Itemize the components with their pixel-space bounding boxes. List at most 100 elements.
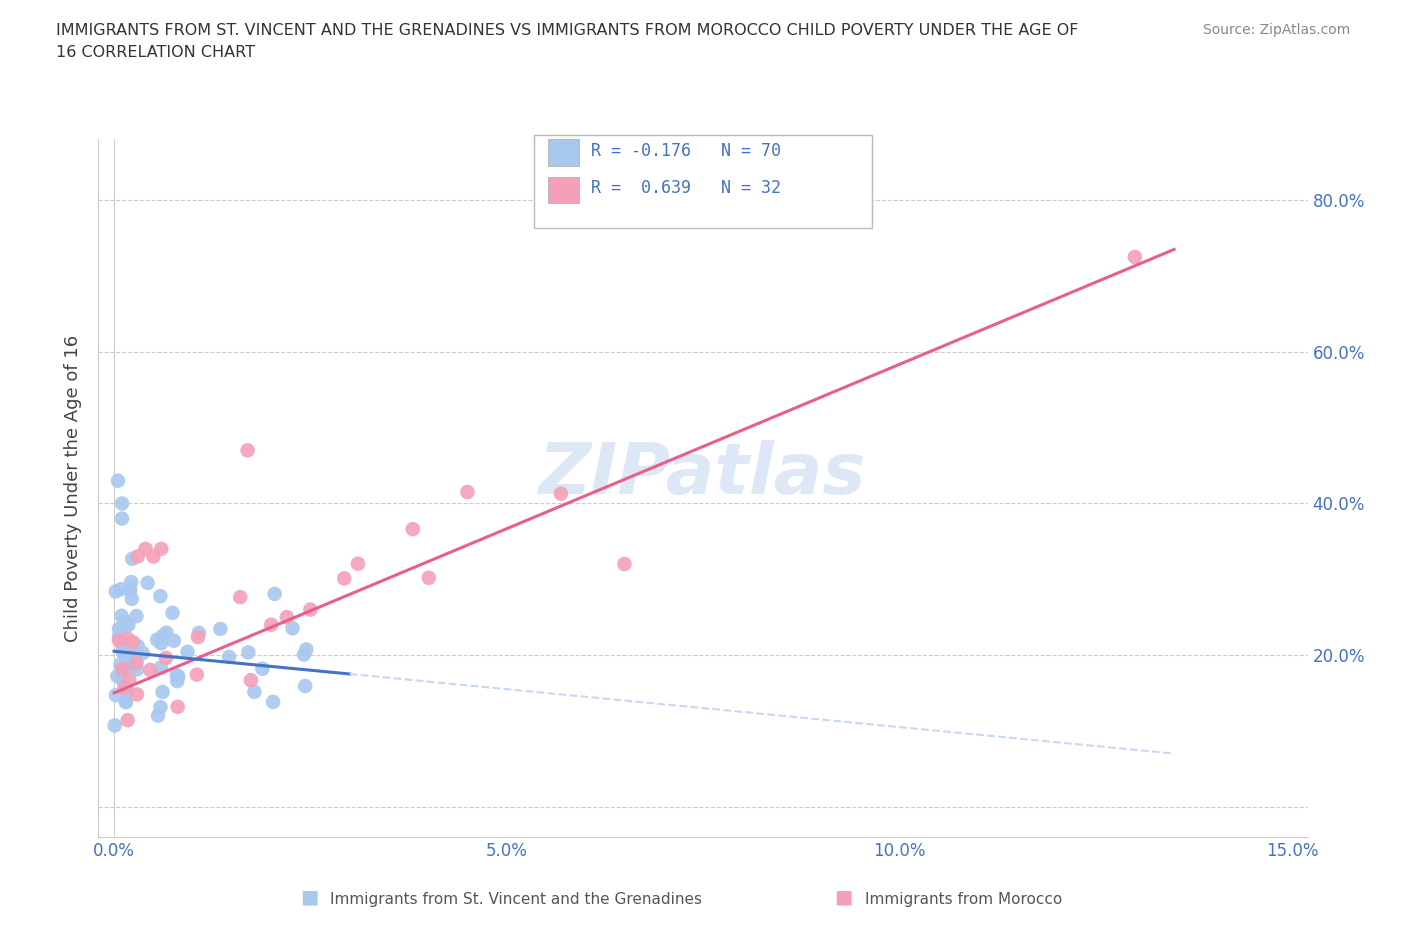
Point — [176, 644, 198, 659]
Point — [150, 541, 173, 556]
Text: Immigrants from Morocco: Immigrants from Morocco — [865, 892, 1062, 907]
Point — [166, 668, 188, 683]
Point — [104, 688, 127, 703]
Point — [149, 589, 172, 604]
Point — [333, 571, 356, 586]
Point — [122, 648, 145, 663]
Point — [114, 680, 136, 695]
Text: IMMIGRANTS FROM ST. VINCENT AND THE GRENADINES VS IMMIGRANTS FROM MOROCCO CHILD : IMMIGRANTS FROM ST. VINCENT AND THE GREN… — [56, 23, 1078, 38]
Point — [166, 699, 188, 714]
Point — [115, 694, 138, 709]
Point — [110, 664, 132, 679]
Point — [104, 584, 127, 599]
Point — [108, 621, 131, 636]
Point — [111, 496, 134, 511]
Point — [155, 650, 177, 665]
Point — [142, 549, 165, 564]
Point — [456, 485, 478, 499]
Point — [127, 639, 149, 654]
Text: R = -0.176   N = 70: R = -0.176 N = 70 — [591, 142, 780, 160]
Point — [125, 654, 148, 669]
Point — [121, 551, 143, 566]
Point — [111, 661, 134, 676]
Point — [111, 672, 134, 687]
Point — [104, 718, 127, 733]
Point — [260, 618, 283, 632]
Point — [115, 684, 138, 698]
Point — [155, 625, 177, 640]
Point — [121, 635, 143, 650]
Point — [186, 667, 208, 682]
Point — [135, 541, 157, 556]
Point — [167, 669, 190, 684]
Text: ■: ■ — [299, 888, 319, 907]
Point — [120, 575, 142, 590]
Point — [402, 522, 425, 537]
Point — [114, 614, 136, 629]
Point — [550, 486, 572, 501]
Text: 16 CORRELATION CHART: 16 CORRELATION CHART — [56, 45, 256, 60]
Point — [152, 684, 174, 699]
Point — [263, 587, 285, 602]
Point — [187, 630, 209, 644]
Point — [108, 631, 131, 645]
Text: ZIPatlas: ZIPatlas — [540, 440, 866, 509]
Text: Source: ZipAtlas.com: Source: ZipAtlas.com — [1202, 23, 1350, 37]
Text: R =  0.639   N = 32: R = 0.639 N = 32 — [591, 179, 780, 197]
Point — [117, 659, 139, 674]
Point — [127, 549, 149, 564]
Point — [252, 661, 274, 676]
Point — [162, 605, 184, 620]
Point — [292, 647, 315, 662]
Text: ■: ■ — [834, 888, 853, 907]
Point — [294, 679, 316, 694]
Y-axis label: Child Poverty Under the Age of 16: Child Poverty Under the Age of 16 — [65, 335, 83, 642]
Point — [125, 608, 148, 623]
Point — [107, 473, 129, 488]
Point — [150, 636, 173, 651]
Point — [118, 581, 141, 596]
Point — [139, 662, 162, 677]
Point — [108, 632, 131, 647]
Point — [149, 699, 172, 714]
Point — [613, 557, 636, 572]
Point — [111, 512, 134, 526]
Point — [125, 656, 148, 671]
Point — [146, 632, 169, 647]
Point — [110, 608, 132, 623]
Point — [115, 682, 138, 697]
Point — [152, 629, 174, 644]
Point — [110, 657, 132, 671]
Point — [117, 631, 139, 646]
Point — [117, 712, 139, 727]
Point — [236, 443, 259, 458]
Point — [238, 644, 260, 659]
Point — [125, 687, 148, 702]
Point — [120, 583, 142, 598]
Point — [124, 655, 146, 670]
Point — [118, 672, 141, 687]
Point — [121, 591, 143, 606]
Point — [262, 695, 284, 710]
Point — [163, 633, 186, 648]
Point — [115, 658, 138, 672]
Point — [105, 669, 128, 684]
Point — [276, 610, 298, 625]
Point — [149, 660, 172, 675]
Point — [122, 658, 145, 672]
Point — [110, 582, 132, 597]
Point — [136, 576, 159, 591]
Point — [1123, 249, 1146, 264]
Point — [108, 627, 131, 642]
Point — [295, 642, 318, 657]
Point — [347, 556, 370, 571]
Point — [218, 649, 240, 664]
Point — [127, 662, 149, 677]
Point — [243, 684, 266, 699]
Point — [229, 590, 252, 604]
Point — [117, 618, 139, 632]
Point — [146, 709, 169, 724]
Point — [281, 621, 304, 636]
Point — [299, 602, 322, 617]
Point — [112, 640, 135, 655]
